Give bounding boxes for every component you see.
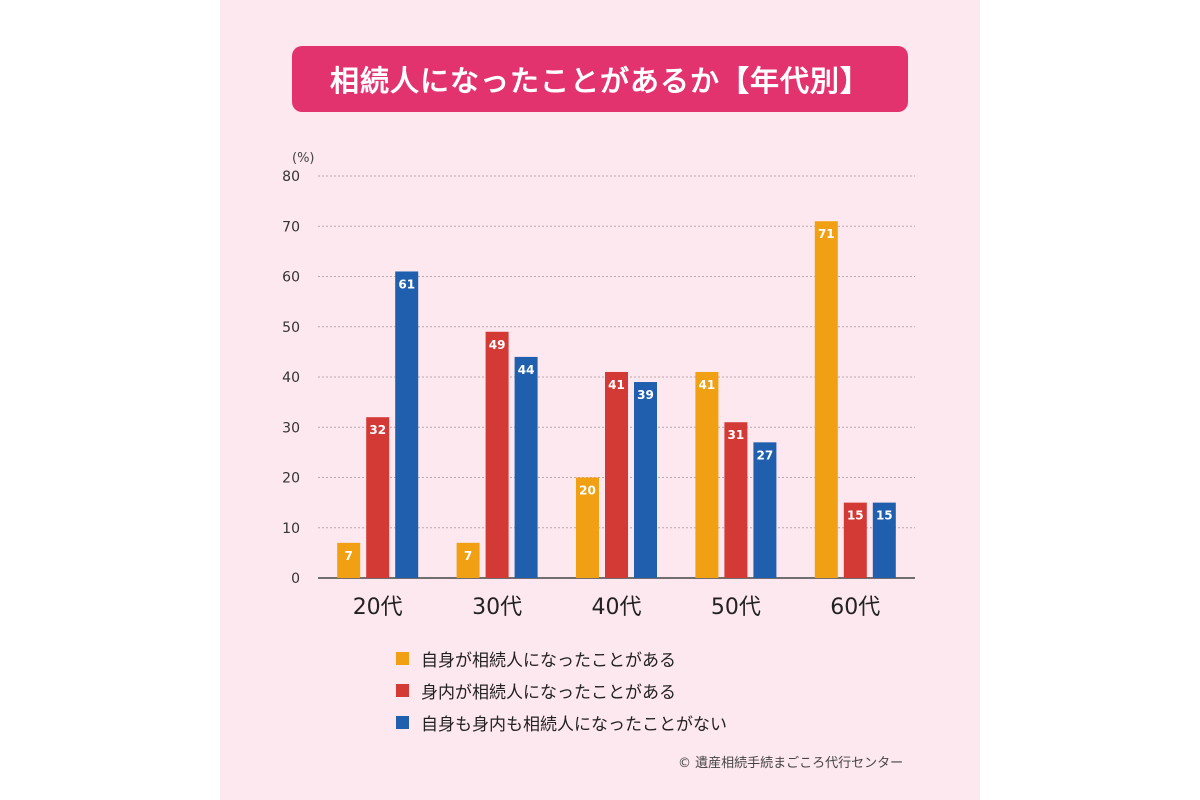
bar-self <box>814 221 838 578</box>
legend-item-relative: 身内が相続人になったことがある <box>396 674 727 706</box>
bar-value-label: 7 <box>345 549 353 563</box>
bar-value-label: 15 <box>847 509 864 523</box>
y-tick-label: 10 <box>282 521 300 537</box>
y-tick-label: 80 <box>282 169 300 185</box>
y-tick-label: 50 <box>282 320 300 336</box>
chart-panel <box>220 0 980 800</box>
bar-value-label: 27 <box>757 448 774 462</box>
bar-self <box>337 542 361 578</box>
bar-value-label: 41 <box>608 378 625 392</box>
y-tick-label: 70 <box>282 219 300 235</box>
bar-value-label: 15 <box>876 509 893 523</box>
bar-self <box>576 477 599 578</box>
y-tick-label: 40 <box>282 370 300 386</box>
bar-value-label: 61 <box>398 277 415 291</box>
y-tick-label: 0 <box>291 571 300 587</box>
x-category-label: 40代 <box>592 595 642 620</box>
bar-none <box>872 502 896 578</box>
x-category-label: 20代 <box>353 595 403 620</box>
x-category-label: 60代 <box>830 595 880 620</box>
y-tick-label: 20 <box>282 471 300 487</box>
legend-swatch-self <box>396 651 409 665</box>
legend-label-none: 自身も身内も相続人になったことがない <box>421 714 727 735</box>
bar-value-label: 39 <box>637 388 654 402</box>
chart-title-text: 相続人になったことがあるか【年代別】 <box>329 64 870 98</box>
legend: 自身が相続人になったことがある 身内が相続人になったことがある 自身も身内も相続… <box>396 642 727 738</box>
chart-title: 相続人になったことがあるか【年代別】 <box>292 46 908 112</box>
bar-relative <box>724 422 748 578</box>
bar-value-label: 41 <box>699 378 716 392</box>
bar-relative <box>485 331 509 578</box>
bar-value-label: 32 <box>369 423 386 437</box>
bar-value-label: 71 <box>818 227 835 241</box>
legend-item-self: 自身が相続人になったことがある <box>396 642 727 674</box>
bar-relative <box>605 371 628 578</box>
x-category-label: 50代 <box>711 595 761 620</box>
bar-none <box>634 382 657 578</box>
y-tick-label: 60 <box>282 270 300 286</box>
bar-self <box>456 542 480 578</box>
bar-value-label: 44 <box>518 363 535 377</box>
bar-none <box>514 356 538 578</box>
bar-self <box>695 371 719 578</box>
y-tick-label: 30 <box>282 420 300 436</box>
bar-none <box>753 442 777 578</box>
bar-relative <box>843 502 867 578</box>
bar-value-label: 49 <box>489 338 506 352</box>
y-axis-unit-label: (%) <box>292 151 315 166</box>
bar-none <box>395 271 419 578</box>
legend-swatch-relative <box>396 683 409 697</box>
bar-value-label: 20 <box>579 484 596 498</box>
bar-value-label: 31 <box>728 428 745 442</box>
legend-label-self: 自身が相続人になったことがある <box>421 650 676 671</box>
legend-item-none: 自身も身内も相続人になったことがない <box>396 706 727 738</box>
legend-label-relative: 身内が相続人になったことがある <box>421 682 676 703</box>
bar-value-label: 7 <box>464 549 472 563</box>
copyright-credit: © 遺産相続手続まごころ代行センター <box>678 756 904 771</box>
bar-relative <box>366 417 390 578</box>
x-category-label: 30代 <box>472 595 522 620</box>
legend-swatch-none <box>396 715 409 729</box>
